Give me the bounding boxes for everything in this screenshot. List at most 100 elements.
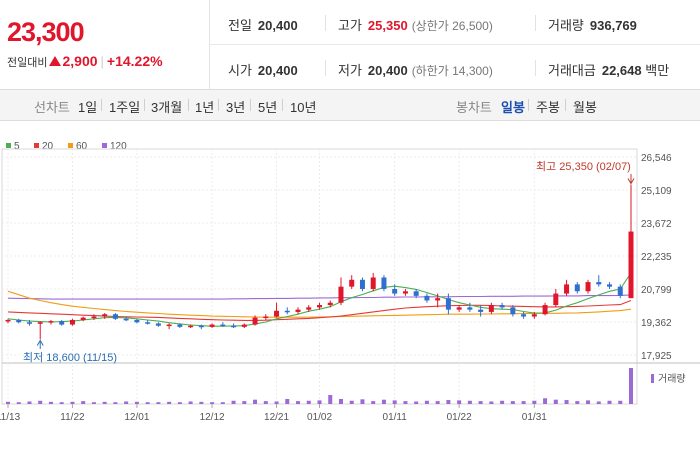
candle-body <box>488 305 494 312</box>
annotations: 최고 25,350 (02/07) 최저 18,600 (11/15) <box>23 160 635 364</box>
candle-body <box>145 322 151 324</box>
candle-body <box>220 324 226 327</box>
range-3y[interactable]: 3년 <box>226 100 246 115</box>
range-1y[interactable]: 1년 <box>195 100 215 115</box>
legend-swatch-ma60 <box>68 143 73 148</box>
volume-panel <box>6 368 654 404</box>
range-1w[interactable]: 1주일 <box>109 100 141 115</box>
divider <box>218 99 219 111</box>
candle-body <box>252 317 258 325</box>
volume-bar <box>145 402 150 404</box>
divider <box>535 15 536 31</box>
x-tick-label: 01/22 <box>447 412 472 423</box>
prev-close-label: 전일 <box>228 18 252 33</box>
legend-label-ma5: 5 <box>14 141 20 152</box>
change-label: 전일대비 <box>7 57 48 69</box>
candle-body <box>607 284 613 287</box>
range-10y[interactable]: 10년 <box>290 100 317 115</box>
upper-limit: (상한가 26,500) <box>411 19 493 33</box>
ma-line-ma60 <box>7 290 632 318</box>
change-amount: 2,900 <box>62 53 98 69</box>
volume-bar <box>48 401 53 404</box>
volume-bar <box>296 401 301 404</box>
x-tick-label: 12/21 <box>264 412 289 423</box>
ma-line-ma120 <box>7 294 632 300</box>
candle-body <box>5 319 11 322</box>
low-value: 20,400 <box>367 63 408 78</box>
candle-body <box>166 324 172 327</box>
current-price-box: 23,300 전일대비 2,900 | +14.22% <box>0 0 210 89</box>
candle-body <box>80 317 86 320</box>
volume-bar <box>91 402 96 404</box>
volume-bar <box>188 401 193 404</box>
candle-body <box>392 288 398 294</box>
price-change: 전일대비 2,900 | +14.22% <box>7 53 163 70</box>
volume-bar <box>220 402 225 404</box>
volume-bar <box>231 400 236 404</box>
current-price: 23,300 <box>7 17 85 47</box>
high-annotation: 최고 25,350 (02/07) <box>536 160 631 173</box>
candle-body <box>327 302 333 306</box>
candle-body <box>370 277 376 289</box>
open-value: 20,400 <box>257 63 298 78</box>
candle-body <box>349 279 355 287</box>
legend-label-ma120: 120 <box>110 141 127 152</box>
y-tick-label: 25,109 <box>641 186 672 197</box>
candle-body <box>585 282 591 292</box>
volume-bar <box>317 400 322 404</box>
candle-body <box>198 325 204 328</box>
volume-bar <box>81 401 86 404</box>
period-weekly[interactable]: 주봉 <box>536 100 560 115</box>
candles <box>5 184 634 340</box>
open-price: 시가 20,400 <box>228 60 298 79</box>
candle-body <box>91 316 97 319</box>
volume-bar <box>328 395 333 404</box>
candle-body <box>16 319 22 323</box>
range-3m[interactable]: 3개월 <box>151 100 183 115</box>
candle-body <box>112 314 118 319</box>
volume-bar <box>532 400 537 404</box>
volume-bar <box>629 368 633 404</box>
volume-bar <box>446 400 451 404</box>
candle-body <box>241 324 247 327</box>
x-tick-label: 12/12 <box>200 412 225 423</box>
volume-bar <box>306 400 311 404</box>
x-tick-label: 01/31 <box>522 412 547 423</box>
candle-body <box>306 307 312 310</box>
low-label: 저가 <box>338 63 362 78</box>
period-monthly[interactable]: 월봉 <box>573 100 597 115</box>
candle-body <box>231 325 237 328</box>
candle-body <box>531 314 537 317</box>
candle-body <box>209 324 215 327</box>
y-tick-label: 20,799 <box>641 285 672 296</box>
legend-label-ma20: 20 <box>42 141 54 152</box>
candle-body <box>26 322 32 324</box>
range-1d[interactable]: 1일 <box>78 100 98 115</box>
change-rate: +14.22% <box>106 53 163 69</box>
x-axis: 11/13 11/22 12/01 12/12 12/21 01/02 01/11 01/22… <box>0 404 547 423</box>
volume-bar <box>618 400 623 404</box>
open-label: 시가 <box>228 63 252 78</box>
candle-body <box>564 284 570 294</box>
period-daily[interactable]: 일봉 <box>501 100 525 115</box>
candle-body <box>445 298 451 310</box>
ma-legend: 5 20 60 120 <box>6 141 127 152</box>
candle-body <box>478 309 484 312</box>
divider <box>144 99 145 111</box>
divider <box>325 15 326 31</box>
volume-bar <box>543 398 548 404</box>
price-chart[interactable]: 5 20 60 120 26,546 25,109 23,672 22,235 20,799 1… <box>0 121 700 450</box>
volume-bar <box>510 401 515 404</box>
amount-value: 22,648 <box>601 63 642 78</box>
volume-bar <box>521 401 526 404</box>
candle-body <box>69 319 75 325</box>
volume-bar <box>102 401 107 404</box>
x-tick-label: 12/01 <box>124 412 149 423</box>
volume-label: 거래량 <box>548 18 584 33</box>
range-5y[interactable]: 5년 <box>258 100 278 115</box>
volume-bar <box>564 400 569 404</box>
candle-body <box>274 310 280 317</box>
divider: | <box>100 54 104 69</box>
volume: 거래량 936,769 <box>548 15 637 34</box>
candle-chart-label: 봉차트 <box>456 100 492 115</box>
